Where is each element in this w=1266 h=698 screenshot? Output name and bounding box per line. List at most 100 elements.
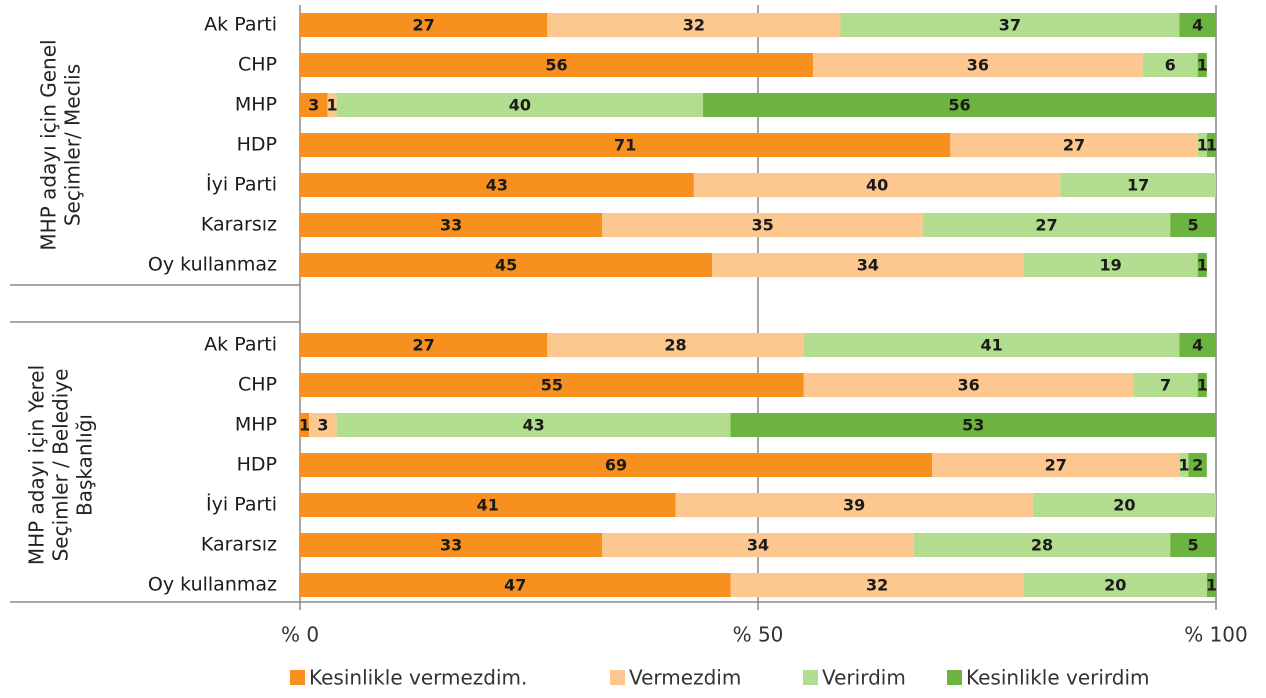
value-label: 1 <box>326 96 337 115</box>
value-label: 33 <box>440 536 462 555</box>
bar-segment <box>602 213 923 237</box>
bar-segment <box>1170 213 1216 237</box>
group-label-line: Seçimler / Belediye <box>49 369 73 562</box>
bar-segment <box>300 453 933 477</box>
bar-segment <box>300 573 731 597</box>
bar-segment <box>300 493 676 517</box>
bar-segment <box>1133 373 1198 397</box>
value-label: 3 <box>308 96 319 115</box>
legend-swatch <box>290 670 305 685</box>
legend-swatch <box>610 670 625 685</box>
bar-segment <box>1023 573 1207 597</box>
value-label: 7 <box>1160 376 1171 395</box>
value-label: 32 <box>683 16 705 35</box>
value-label: 35 <box>751 216 773 235</box>
bar-segment <box>1032 493 1216 517</box>
value-label: 27 <box>413 16 435 35</box>
value-label: 43 <box>522 416 544 435</box>
value-label: 32 <box>866 576 888 595</box>
category-label: İyi Parti <box>206 173 277 196</box>
bar-segment <box>300 213 603 237</box>
bar-segment <box>327 93 337 117</box>
value-label: 47 <box>504 576 526 595</box>
x-tick-label: % 0 <box>281 623 319 647</box>
value-label: 45 <box>495 256 517 275</box>
bar-segment <box>1170 533 1216 557</box>
bar-segment <box>300 93 328 117</box>
bar-segment <box>1179 13 1216 37</box>
legend-label: Vermezdim <box>629 666 741 690</box>
value-label: 37 <box>999 16 1021 35</box>
group-label: MHP adayı için Genel Seçimler/ Meclis <box>37 39 85 250</box>
bar-segment <box>1142 53 1198 77</box>
legend-label: Kesinlikle vermezdim. <box>309 666 527 690</box>
value-label: 1 <box>299 416 310 435</box>
category-label: İyi Parti <box>206 493 277 516</box>
bar-segment <box>730 573 1024 597</box>
bar-segment <box>300 173 694 197</box>
x-tick-label: % 50 <box>733 623 784 647</box>
category-label: CHP <box>238 374 277 396</box>
category-label: Ak Parti <box>204 334 277 356</box>
value-label: 56 <box>948 96 970 115</box>
bar-segment <box>1023 253 1198 277</box>
value-label: 2 <box>1192 456 1203 475</box>
group-label-line: MHP adayı için Yerel <box>25 365 49 565</box>
bar-segment <box>1197 253 1207 277</box>
value-label: 40 <box>866 176 888 195</box>
value-label: 4 <box>1192 16 1203 35</box>
category-label: Kararsız <box>201 534 277 556</box>
bar-segment <box>693 173 1061 197</box>
bar-segment <box>300 373 804 397</box>
value-label: 28 <box>664 336 686 355</box>
value-label: 69 <box>605 456 627 475</box>
bar-segment <box>1060 173 1216 197</box>
category-label: HDP <box>237 134 277 156</box>
bar-segment <box>1206 573 1216 597</box>
legend-swatch <box>803 670 818 685</box>
group-label-line: MHP adayı için Genel <box>37 39 61 250</box>
value-label: 34 <box>747 536 769 555</box>
bar-segment <box>675 493 1033 517</box>
bar-segment <box>913 533 1171 557</box>
value-label: 27 <box>1035 216 1057 235</box>
value-label: 1 <box>1197 136 1208 155</box>
value-label: 39 <box>843 496 865 515</box>
value-label: 28 <box>1031 536 1053 555</box>
value-label: 1 <box>1197 56 1208 75</box>
value-label: 3 <box>317 416 328 435</box>
bar-segment <box>336 93 704 117</box>
value-label: 34 <box>857 256 879 275</box>
bar-segment <box>1197 53 1207 77</box>
category-label: Ak Parti <box>204 14 277 36</box>
value-label: 1 <box>1206 136 1217 155</box>
value-label: 33 <box>440 216 462 235</box>
value-label: 36 <box>958 376 980 395</box>
value-label: 55 <box>541 376 563 395</box>
value-label: 1 <box>1206 576 1217 595</box>
bar-segment <box>300 253 713 277</box>
x-tick-label: % 100 <box>1184 623 1248 647</box>
value-label: 27 <box>1063 136 1085 155</box>
value-label: 27 <box>1045 456 1067 475</box>
bar-segment <box>1179 453 1189 477</box>
bar-segment <box>300 533 603 557</box>
bar-segment <box>812 53 1143 77</box>
category-label: Kararsız <box>201 214 277 236</box>
group-label-line: Başkanlığı <box>73 414 97 516</box>
category-label: Oy kullanmaz <box>148 254 277 276</box>
bar-segment <box>300 413 310 437</box>
bar-segment <box>1206 133 1216 157</box>
bar-segment <box>840 13 1180 37</box>
value-label: 6 <box>1165 56 1176 75</box>
bar-segment <box>1179 333 1216 357</box>
category-label: MHP <box>235 414 277 436</box>
value-label: 1 <box>1197 376 1208 395</box>
category-label: Oy kullanmaz <box>148 574 277 596</box>
value-label: 43 <box>486 176 508 195</box>
bar-segment <box>730 413 1216 437</box>
group-label-line: Seçimler/ Meclis <box>61 64 85 226</box>
category-label: HDP <box>237 454 277 476</box>
category-label: MHP <box>235 94 277 116</box>
